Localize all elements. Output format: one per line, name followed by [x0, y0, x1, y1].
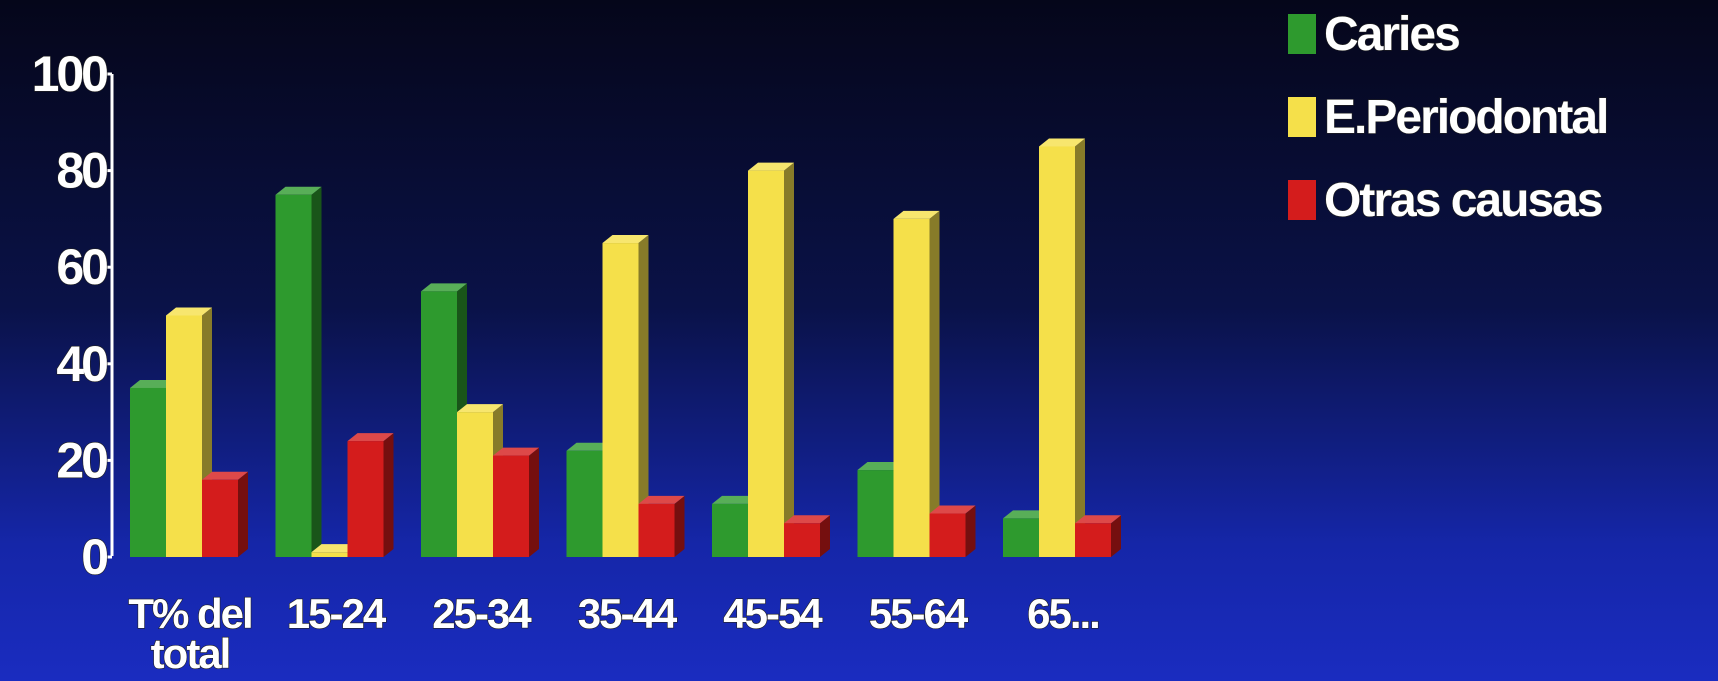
x-category-label: 35-44	[578, 590, 678, 637]
y-tick-label: 40	[56, 336, 107, 392]
legend-item-otras-causas: Otras causas	[1288, 173, 1604, 228]
bar-caries-3	[566, 442, 613, 557]
bar-e-periodontal-5	[893, 210, 940, 557]
y-tick-label: 0	[81, 529, 107, 585]
legend-label: Caries	[1324, 8, 1459, 61]
bar-e-periodontal-4	[748, 162, 794, 557]
legend: Caries E.Periodontal Otras causas	[1288, 7, 1610, 228]
legend-item-e-periodontal: E.Periodontal	[1288, 90, 1610, 145]
bars	[130, 138, 1121, 558]
x-category-label: T% del	[128, 590, 251, 637]
bar-caries-1	[275, 186, 322, 557]
bar-otras-causas-6	[1075, 515, 1121, 557]
legend-swatch	[1288, 14, 1316, 54]
legend-swatch	[1288, 180, 1316, 220]
bar-e-periodontal-3	[602, 235, 649, 558]
bar-e-periodontal-6	[1039, 138, 1085, 557]
bar-otras-causas-1	[347, 433, 394, 557]
bar-otras-causas-3	[638, 495, 685, 557]
y-tick-label: 80	[56, 143, 107, 199]
y-tick-label: 100	[32, 46, 108, 102]
legend-swatch	[1288, 97, 1316, 137]
legend-item-caries: Caries	[1288, 7, 1462, 62]
x-category-label: total	[151, 630, 230, 677]
bar-otras-causas-5	[929, 505, 976, 557]
x-category-label: 45-54	[723, 590, 823, 637]
bar-otras-causas-2	[493, 447, 539, 557]
legend-label: E.Periodontal	[1324, 91, 1607, 144]
x-category-label: 15-24	[287, 590, 387, 637]
y-axis: 0 20 40 60 80 100	[31, 45, 114, 586]
x-category-label: 55-64	[869, 590, 969, 637]
bar-otras-causas-0	[202, 471, 248, 557]
bar-otras-causas-4	[784, 515, 830, 557]
x-category-label: 65...	[1027, 590, 1099, 637]
x-category-label: 25-34	[432, 590, 532, 637]
bar-e-periodontal-2	[457, 404, 503, 557]
legend-label: Otras causas	[1324, 174, 1602, 227]
y-tick-label: 20	[56, 432, 107, 488]
y-tick-label: 60	[56, 239, 107, 295]
